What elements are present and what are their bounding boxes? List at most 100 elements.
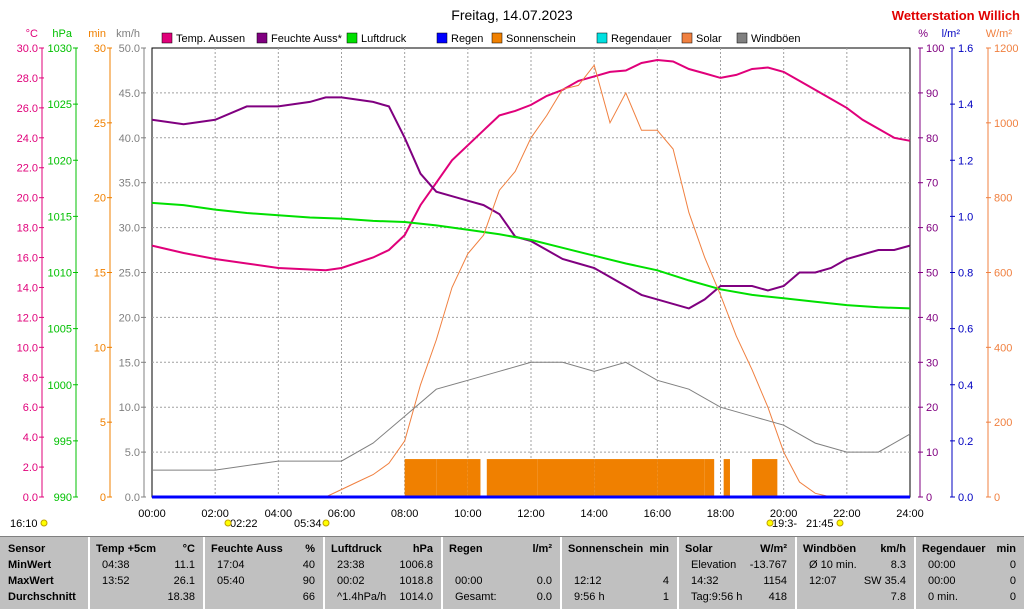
right-axis-tick: 0 xyxy=(994,492,1000,504)
stats-cell-value: -13.767 xyxy=(749,559,787,571)
left-axis-tick: 8.0 xyxy=(23,372,38,384)
stats-cell-value: 40 xyxy=(302,559,315,571)
right-axis-tick: 1.0 xyxy=(958,211,973,223)
stats-cell-value: 1014.0 xyxy=(399,591,433,603)
left-axis-tick: 30.0 xyxy=(17,43,38,55)
stats-cell-value: 1018.8 xyxy=(399,575,433,587)
right-axis-tick: 1.6 xyxy=(958,43,973,55)
x-tick-label: 16:00 xyxy=(644,508,672,520)
sun-marker-icon xyxy=(40,519,48,527)
right-axis-unit: % xyxy=(918,28,928,40)
stats-cell-value: 18.38 xyxy=(167,591,195,603)
left-axis-tick: 35.0 xyxy=(119,178,140,190)
left-axis-tick: 15.0 xyxy=(119,357,140,369)
sunrise-a-label: 02:22 xyxy=(230,518,258,530)
left-axis-tick: 1020 xyxy=(48,155,72,167)
series-bar xyxy=(752,459,778,497)
right-axis-tick: 60 xyxy=(926,223,938,235)
x-tick-label: 02:00 xyxy=(201,508,229,520)
legend-swatch xyxy=(161,32,173,44)
series-bar xyxy=(467,459,481,497)
left-axis-tick: 1025 xyxy=(48,99,72,111)
stats-cell-value: 1006.8 xyxy=(399,559,433,571)
series-line xyxy=(151,58,911,272)
series-line xyxy=(151,201,911,310)
stats-cell-time: 04:38 xyxy=(102,559,130,571)
series-bar xyxy=(723,459,730,497)
left-axis-tick: 20.0 xyxy=(119,312,140,324)
sunset-b-label: 21:45 xyxy=(806,518,834,530)
legend-swatch xyxy=(736,32,748,44)
chart-title: Freitag, 14.07.2023 xyxy=(451,7,573,23)
stats-row-label: Durchschnitt xyxy=(8,591,76,603)
right-axis-tick: 30 xyxy=(926,357,938,369)
left-axis-tick: 30.0 xyxy=(119,223,140,235)
right-axis-tick: 0.4 xyxy=(958,380,973,392)
left-axis-tick: 25 xyxy=(94,118,106,130)
stats-cell-value: 1154 xyxy=(763,575,787,587)
series-bar xyxy=(531,459,538,497)
legend-label: Windböen xyxy=(751,33,801,45)
right-axis-tick: 1.2 xyxy=(958,155,973,167)
legend-label: Luftdruck xyxy=(361,33,407,45)
stats-cell-time: 00:02 xyxy=(337,575,365,587)
sun-marker-icon xyxy=(322,519,330,527)
right-axis-unit: W/m² xyxy=(986,28,1013,40)
left-axis-tick: 18.0 xyxy=(17,223,38,235)
stats-cell-value: 8.3 xyxy=(890,559,906,571)
stats-cell-time: 05:40 xyxy=(217,575,245,587)
right-axis-tick: 70 xyxy=(926,178,938,190)
right-axis-tick: 0.8 xyxy=(958,268,973,280)
stats-column-title: Regen xyxy=(449,543,483,555)
stats-column-title: Luftdruck xyxy=(331,543,382,555)
right-axis-tick: 600 xyxy=(994,268,1012,280)
left-axis-tick: 10 xyxy=(94,342,106,354)
stats-column: Solar W/m² Elevation -13.767 14:32 1154 Tag:9:… xyxy=(677,537,797,609)
series-line xyxy=(152,64,910,498)
stats-cell-value: 90 xyxy=(302,575,315,587)
x-tick-label: 00:00 xyxy=(138,508,166,520)
stats-row-label: MaxWert xyxy=(8,575,54,587)
right-axis-tick: 800 xyxy=(994,193,1012,205)
stats-column-unit: min xyxy=(996,543,1016,555)
stats-cell-value: 26.1 xyxy=(173,575,195,587)
left-axis-tick: 50.0 xyxy=(119,43,140,55)
stats-cell-value: 7.8 xyxy=(890,591,906,603)
left-axis-tick: 12.0 xyxy=(17,312,38,324)
stats-cell-time: 17:04 xyxy=(217,559,245,571)
legend-swatch xyxy=(681,32,693,44)
stats-column-title: Sensor xyxy=(8,543,46,555)
stats-cell-value: 11.1 xyxy=(174,559,195,571)
stats-cell-value: 0.0 xyxy=(536,591,552,603)
stats-column-unit: min xyxy=(649,543,669,555)
sunrise-b-label: 05:34 xyxy=(294,518,322,530)
stats-column-title: Regendauer xyxy=(922,543,986,555)
left-axis-tick: 28.0 xyxy=(17,73,38,85)
marker-time-label: 16:10 xyxy=(10,518,38,530)
left-axis-tick: 14.0 xyxy=(17,282,38,294)
stats-cell-value: 418 xyxy=(768,591,787,603)
left-axis-tick: 2.0 xyxy=(23,462,38,474)
stats-row-label: MinWert xyxy=(8,559,52,571)
left-axis-tick: 995 xyxy=(54,436,72,448)
stats-cell-time: Elevation xyxy=(691,559,737,571)
stats-cell-time: 00:00 xyxy=(928,575,956,587)
series-line xyxy=(152,361,911,471)
right-axis-tick: 90 xyxy=(926,88,938,100)
legend-label: Solar xyxy=(696,33,722,45)
stats-cell-time: ^1.4hPa/h xyxy=(337,591,387,603)
series-bar xyxy=(404,459,437,497)
left-axis-tick: 45.0 xyxy=(119,88,140,100)
right-axis-tick: 40 xyxy=(926,312,938,324)
left-axis-tick: 20 xyxy=(94,193,106,205)
left-axis-tick: 1015 xyxy=(48,211,72,223)
legend-swatch xyxy=(596,32,608,44)
stats-column-unit: hPa xyxy=(412,543,433,555)
left-axis-tick: 990 xyxy=(54,492,72,504)
right-axis-tick: 50 xyxy=(926,268,938,280)
left-axis-tick: 1010 xyxy=(48,268,72,280)
left-axis-tick: 20.0 xyxy=(17,193,38,205)
legend-label: Regen xyxy=(451,33,483,45)
stats-cell-value: 1 xyxy=(662,591,669,603)
stats-cell-time: Tag:9:56 h xyxy=(691,591,743,603)
